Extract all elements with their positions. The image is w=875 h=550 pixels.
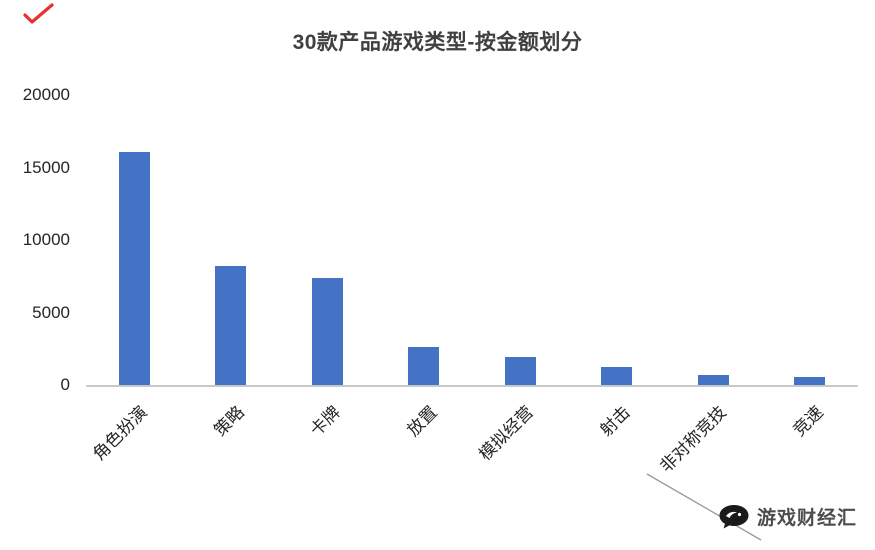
y-axis: 0 5000 10000 15000 20000	[0, 85, 76, 394]
bar-射击	[601, 366, 633, 385]
category-label: 卡牌	[306, 402, 345, 441]
category-label: 角色扮演	[89, 402, 152, 465]
y-tick-label: 0	[60, 375, 70, 394]
x-label-slot: 角色扮演	[86, 389, 183, 509]
red-tick-icon	[22, 2, 56, 31]
plot-area	[86, 95, 858, 387]
x-label-slot: 卡牌	[279, 389, 376, 509]
y-tick-label: 10000	[22, 230, 70, 249]
bar-竞速	[794, 377, 826, 385]
y-tick-label: 15000	[22, 157, 70, 177]
bar-slot	[279, 95, 376, 385]
bar-slot	[569, 95, 666, 385]
bar-放置	[408, 346, 440, 385]
chat-bubble-logo-icon	[718, 504, 750, 530]
y-tick-label: 20000	[22, 85, 70, 104]
category-label: 射击	[596, 402, 634, 441]
bar-slot	[376, 95, 473, 385]
bar-slot	[86, 95, 183, 385]
y-tick-label: 5000	[32, 302, 70, 322]
bar-角色扮演	[118, 151, 150, 385]
bar-slot	[183, 95, 280, 385]
bar-策略	[215, 266, 247, 385]
watermark: 游戏财经汇	[718, 503, 857, 530]
bar-卡牌	[311, 277, 343, 385]
x-label-slot: 模拟经营	[472, 389, 569, 509]
bar-slot	[665, 95, 762, 385]
watermark-text: 游戏财经汇	[756, 508, 857, 529]
category-label: 竞速	[789, 402, 827, 441]
category-label: 放置	[403, 402, 441, 441]
category-label: 非对称竞技	[656, 402, 731, 477]
x-label-slot: 竞速	[762, 389, 859, 509]
watermark-diagonal-line	[645, 472, 765, 549]
bar-slot	[762, 95, 859, 385]
x-label-slot: 策略	[183, 389, 280, 509]
bar-非对称竞技	[697, 374, 729, 385]
bar-slot	[472, 95, 569, 385]
bar-模拟经营	[504, 357, 536, 385]
chart-title: 30款产品游戏类型-按金额划分	[292, 31, 583, 54]
x-label-slot: 放置	[376, 389, 473, 509]
category-label: 模拟经营	[475, 402, 538, 465]
category-label: 策略	[210, 402, 248, 441]
